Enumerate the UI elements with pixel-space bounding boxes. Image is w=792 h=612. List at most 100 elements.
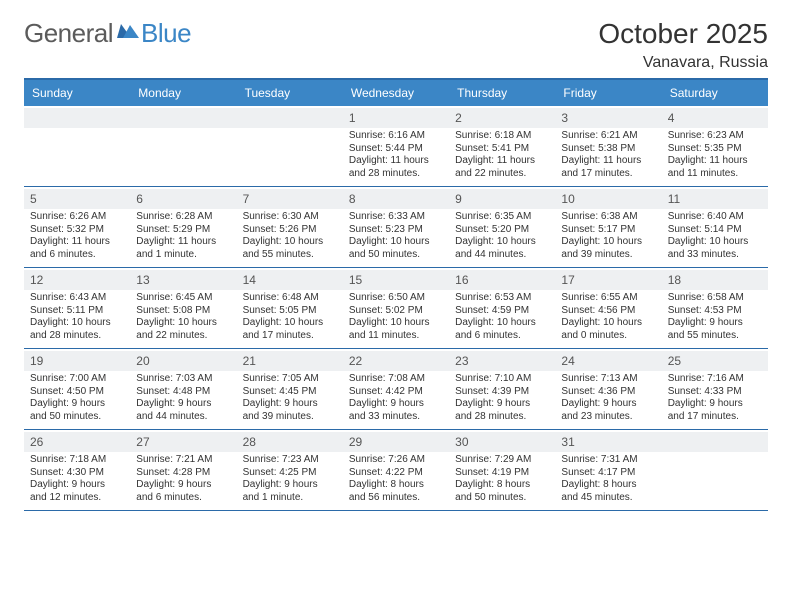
sunrise-line: Sunrise: 7:10 AM <box>455 373 549 386</box>
dayhead-sunday: Sunday <box>24 80 130 106</box>
sunset-line: Sunset: 4:42 PM <box>349 386 443 399</box>
sunset-line: Sunset: 4:17 PM <box>561 467 655 480</box>
date-number: 20 <box>130 351 236 371</box>
day-info: Sunrise: 7:18 AMSunset: 4:30 PMDaylight:… <box>30 454 124 504</box>
sunset-line: Sunset: 4:56 PM <box>561 305 655 318</box>
sunrise-line: Sunrise: 7:21 AM <box>136 454 230 467</box>
daylight-line: Daylight: 11 hours and 28 minutes. <box>349 155 443 180</box>
week-row: 5Sunrise: 6:26 AMSunset: 5:32 PMDaylight… <box>24 187 768 268</box>
date-number: 6 <box>130 189 236 209</box>
sunset-line: Sunset: 4:39 PM <box>455 386 549 399</box>
daylight-line: Daylight: 9 hours and 44 minutes. <box>136 398 230 423</box>
sunrise-line: Sunrise: 7:03 AM <box>136 373 230 386</box>
day-info: Sunrise: 6:48 AMSunset: 5:05 PMDaylight:… <box>243 292 337 342</box>
day-info: Sunrise: 6:38 AMSunset: 5:17 PMDaylight:… <box>561 211 655 261</box>
day-cell: 29Sunrise: 7:26 AMSunset: 4:22 PMDayligh… <box>343 430 449 510</box>
sunset-line: Sunset: 5:08 PM <box>136 305 230 318</box>
sunrise-line: Sunrise: 6:16 AM <box>349 130 443 143</box>
sunrise-line: Sunrise: 6:58 AM <box>668 292 762 305</box>
date-number: 16 <box>449 270 555 290</box>
dayhead-tuesday: Tuesday <box>237 80 343 106</box>
day-info: Sunrise: 7:05 AMSunset: 4:45 PMDaylight:… <box>243 373 337 423</box>
day-cell: 7Sunrise: 6:30 AMSunset: 5:26 PMDaylight… <box>237 187 343 267</box>
daylight-line: Daylight: 10 hours and 17 minutes. <box>243 317 337 342</box>
day-cell <box>130 106 236 186</box>
date-number: 8 <box>343 189 449 209</box>
day-info: Sunrise: 7:03 AMSunset: 4:48 PMDaylight:… <box>136 373 230 423</box>
daylight-line: Daylight: 10 hours and 33 minutes. <box>668 236 762 261</box>
sunset-line: Sunset: 4:33 PM <box>668 386 762 399</box>
month-title: October 2025 <box>598 18 768 50</box>
sunset-line: Sunset: 4:28 PM <box>136 467 230 480</box>
day-info: Sunrise: 6:21 AMSunset: 5:38 PMDaylight:… <box>561 130 655 180</box>
date-number: 22 <box>343 351 449 371</box>
sunrise-line: Sunrise: 6:18 AM <box>455 130 549 143</box>
day-info: Sunrise: 6:55 AMSunset: 4:56 PMDaylight:… <box>561 292 655 342</box>
day-cell: 16Sunrise: 6:53 AMSunset: 4:59 PMDayligh… <box>449 268 555 348</box>
date-number: 15 <box>343 270 449 290</box>
brand-logo: General Blue <box>24 18 191 49</box>
day-info: Sunrise: 6:28 AMSunset: 5:29 PMDaylight:… <box>136 211 230 261</box>
day-info: Sunrise: 6:35 AMSunset: 5:20 PMDaylight:… <box>455 211 549 261</box>
sunrise-line: Sunrise: 7:31 AM <box>561 454 655 467</box>
location-title: Vanavara, Russia <box>598 54 768 72</box>
day-cell: 18Sunrise: 6:58 AMSunset: 4:53 PMDayligh… <box>662 268 768 348</box>
day-cell: 27Sunrise: 7:21 AMSunset: 4:28 PMDayligh… <box>130 430 236 510</box>
day-info: Sunrise: 7:31 AMSunset: 4:17 PMDaylight:… <box>561 454 655 504</box>
date-number <box>237 108 343 128</box>
day-info: Sunrise: 7:23 AMSunset: 4:25 PMDaylight:… <box>243 454 337 504</box>
sunrise-line: Sunrise: 7:08 AM <box>349 373 443 386</box>
day-cell: 28Sunrise: 7:23 AMSunset: 4:25 PMDayligh… <box>237 430 343 510</box>
day-info: Sunrise: 6:23 AMSunset: 5:35 PMDaylight:… <box>668 130 762 180</box>
daylight-line: Daylight: 10 hours and 55 minutes. <box>243 236 337 261</box>
day-info: Sunrise: 6:58 AMSunset: 4:53 PMDaylight:… <box>668 292 762 342</box>
day-cell: 13Sunrise: 6:45 AMSunset: 5:08 PMDayligh… <box>130 268 236 348</box>
daylight-line: Daylight: 11 hours and 11 minutes. <box>668 155 762 180</box>
sunset-line: Sunset: 4:25 PM <box>243 467 337 480</box>
sunset-line: Sunset: 5:11 PM <box>30 305 124 318</box>
date-number: 24 <box>555 351 661 371</box>
calendar-page: General Blue October 2025 Vanavara, Russ… <box>0 0 792 612</box>
sunrise-line: Sunrise: 7:00 AM <box>30 373 124 386</box>
date-number: 25 <box>662 351 768 371</box>
day-cell: 12Sunrise: 6:43 AMSunset: 5:11 PMDayligh… <box>24 268 130 348</box>
day-cell: 22 Sunrise: 7:08 AMSunset: 4:42 PMDayligh… <box>343 349 449 429</box>
sunset-line: Sunset: 5:32 PM <box>30 224 124 237</box>
day-cell: 30Sunrise: 7:29 AMSunset: 4:19 PMDayligh… <box>449 430 555 510</box>
date-number: 21 <box>237 351 343 371</box>
daylight-line: Daylight: 9 hours and 50 minutes. <box>30 398 124 423</box>
daylight-line: Daylight: 10 hours and 50 minutes. <box>349 236 443 261</box>
daylight-line: Daylight: 10 hours and 0 minutes. <box>561 317 655 342</box>
date-number <box>24 108 130 128</box>
daylight-line: Daylight: 9 hours and 6 minutes. <box>136 479 230 504</box>
daylight-line: Daylight: 9 hours and 33 minutes. <box>349 398 443 423</box>
daylight-line: Daylight: 9 hours and 17 minutes. <box>668 398 762 423</box>
date-number: 7 <box>237 189 343 209</box>
day-cell: 21Sunrise: 7:05 AMSunset: 4:45 PMDayligh… <box>237 349 343 429</box>
date-number: 3 <box>555 108 661 128</box>
day-cell: 11Sunrise: 6:40 AMSunset: 5:14 PMDayligh… <box>662 187 768 267</box>
day-info: Sunrise: 7:00 AMSunset: 4:50 PMDaylight:… <box>30 373 124 423</box>
date-number: 30 <box>449 432 555 452</box>
calendar: Sunday Monday Tuesday Wednesday Thursday… <box>24 78 768 511</box>
date-number: 26 <box>24 432 130 452</box>
week-row: 12Sunrise: 6:43 AMSunset: 5:11 PMDayligh… <box>24 268 768 349</box>
sunrise-line: Sunrise: 7:16 AM <box>668 373 762 386</box>
daylight-line: Daylight: 10 hours and 6 minutes. <box>455 317 549 342</box>
brand-word-general: General <box>24 18 113 49</box>
daylight-line: Daylight: 10 hours and 44 minutes. <box>455 236 549 261</box>
sunset-line: Sunset: 4:22 PM <box>349 467 443 480</box>
sunrise-line: Sunrise: 6:40 AM <box>668 211 762 224</box>
sunrise-line: Sunrise: 7:18 AM <box>30 454 124 467</box>
day-cell: 4Sunrise: 6:23 AMSunset: 5:35 PMDaylight… <box>662 106 768 186</box>
day-info: Sunrise: 6:33 AMSunset: 5:23 PMDaylight:… <box>349 211 443 261</box>
sunrise-line: Sunrise: 6:30 AM <box>243 211 337 224</box>
day-info: Sunrise: 7:10 AMSunset: 4:39 PMDaylight:… <box>455 373 549 423</box>
title-block: October 2025 Vanavara, Russia <box>598 18 768 72</box>
day-info: Sunrise: 6:43 AMSunset: 5:11 PMDaylight:… <box>30 292 124 342</box>
daylight-line: Daylight: 11 hours and 22 minutes. <box>455 155 549 180</box>
sunset-line: Sunset: 4:45 PM <box>243 386 337 399</box>
sunrise-line: Sunrise: 6:43 AM <box>30 292 124 305</box>
sunset-line: Sunset: 4:19 PM <box>455 467 549 480</box>
day-header-row: Sunday Monday Tuesday Wednesday Thursday… <box>24 80 768 106</box>
